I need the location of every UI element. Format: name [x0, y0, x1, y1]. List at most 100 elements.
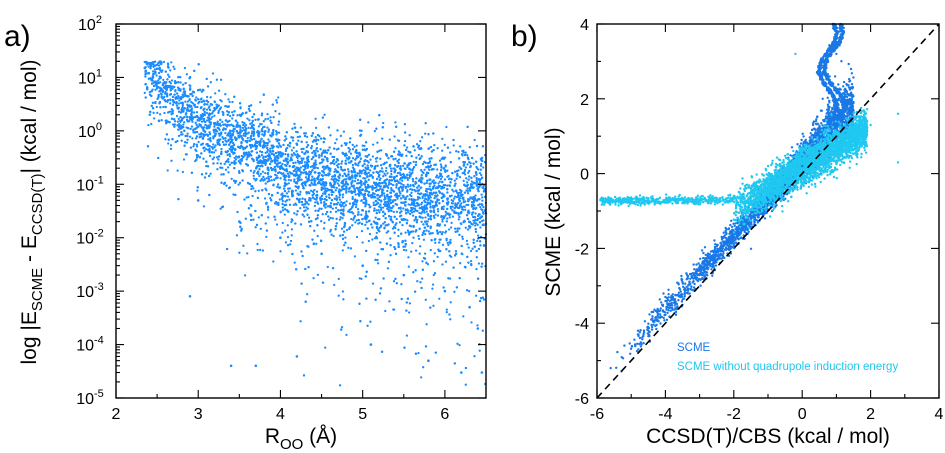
panel-a-point — [432, 132, 435, 135]
panel-a-point — [470, 156, 474, 160]
panel-a-point — [447, 228, 451, 231]
panel-a-point — [415, 177, 418, 180]
panel-a-point — [467, 220, 471, 223]
panel-a-point — [333, 197, 336, 200]
panel-a-point — [202, 133, 205, 136]
panel-a-point — [384, 217, 387, 220]
panel-a-point — [324, 203, 328, 206]
panel-a-point — [274, 168, 277, 171]
panel-a-point — [177, 197, 180, 201]
panel-a-point — [212, 137, 215, 140]
panel-a-point — [242, 155, 245, 159]
panel-a-point — [426, 187, 430, 191]
panel-a-point — [294, 168, 297, 171]
panel-a-point — [360, 182, 363, 185]
panel-a-point — [247, 107, 251, 111]
panel-a-point — [313, 188, 316, 192]
panel-a-point — [453, 206, 456, 210]
panel-a-point — [241, 121, 244, 124]
panel-a-point — [397, 206, 400, 210]
panel-a-point — [432, 260, 436, 263]
panel-a-point — [351, 157, 355, 160]
panel-a-point — [358, 152, 361, 155]
panel-a-point — [459, 145, 462, 148]
panel-a-point — [160, 62, 163, 66]
panel-a-point — [234, 193, 237, 197]
panel-a-point — [211, 112, 214, 115]
panel-a-point — [479, 205, 482, 209]
panel-a-point — [267, 177, 271, 180]
panel-a-point — [371, 196, 374, 199]
panel-a-point — [428, 168, 431, 172]
panel-a-point — [407, 150, 410, 153]
panel-a-point — [296, 198, 299, 201]
panel-a-point — [348, 176, 351, 179]
panel-a-point — [287, 190, 290, 193]
panel-a-point — [272, 129, 275, 132]
panel-a-point — [337, 184, 341, 187]
panel-a-point — [309, 224, 312, 228]
panel-a-point — [380, 149, 383, 152]
panel-a-point — [368, 219, 371, 222]
panel-a-point — [405, 146, 409, 149]
panel-a-point — [214, 92, 217, 95]
panel-a-point — [261, 249, 265, 252]
panel-a-point — [293, 212, 296, 215]
panel-a-point — [315, 194, 318, 197]
panel-a-point — [339, 234, 342, 237]
panel-a-point — [395, 203, 399, 206]
panel-a-point — [466, 153, 469, 157]
panel-a-point — [447, 243, 450, 247]
panel-a-point — [410, 211, 414, 214]
panel-a-point — [479, 297, 483, 300]
panel-a-point — [470, 205, 474, 208]
panel-a-point — [367, 203, 371, 206]
panel-a-point — [382, 162, 385, 166]
panel-a-point — [268, 140, 271, 143]
panel-a-point — [338, 173, 341, 176]
panel-a-point — [205, 133, 208, 136]
panel-a-point — [295, 185, 298, 189]
panel-a-point — [226, 120, 229, 123]
panel-a-point — [405, 301, 408, 304]
panel-a-point — [257, 154, 261, 157]
panel-a-point — [365, 249, 368, 253]
panel-a-point — [179, 127, 182, 130]
panel-a-point — [312, 192, 316, 195]
panel-a-point — [393, 215, 396, 218]
panel-a-point — [430, 239, 433, 242]
panel-a-point — [443, 143, 446, 147]
panel-a-point — [267, 175, 270, 178]
panel-a-point — [280, 164, 283, 167]
panel-a-point — [315, 190, 319, 193]
panel-a-point — [232, 130, 235, 133]
panel-a-point — [413, 149, 416, 152]
panel-a-point — [345, 177, 348, 181]
panel-a-point — [481, 196, 484, 199]
panel-a-point — [333, 173, 337, 177]
panel-a-point — [364, 223, 367, 227]
panel-a-point — [319, 199, 322, 202]
panel-a-point — [455, 150, 458, 153]
panel-a-point — [404, 203, 407, 207]
panel-a-point — [392, 176, 396, 179]
panel-a-point — [342, 184, 345, 187]
panel-a-point — [474, 207, 477, 211]
panel-a-point — [177, 102, 180, 105]
panel-a-point — [236, 132, 239, 135]
panel-a-point — [251, 119, 254, 123]
panel-a-point — [394, 226, 397, 230]
panel-a-point — [394, 146, 397, 150]
panel-a-point — [168, 80, 171, 84]
panel-a-point — [212, 156, 216, 159]
panel-a-point — [476, 239, 479, 243]
panel-a-point — [300, 200, 304, 204]
panel-a-point — [293, 261, 296, 264]
panel-a-point — [316, 217, 319, 220]
panel-a-point — [328, 196, 331, 200]
panel-a-point — [265, 189, 268, 192]
panel-a-point — [438, 241, 441, 244]
panel-a-point — [341, 182, 345, 185]
panel-a-point — [442, 167, 445, 170]
panel-a-point — [337, 294, 340, 297]
